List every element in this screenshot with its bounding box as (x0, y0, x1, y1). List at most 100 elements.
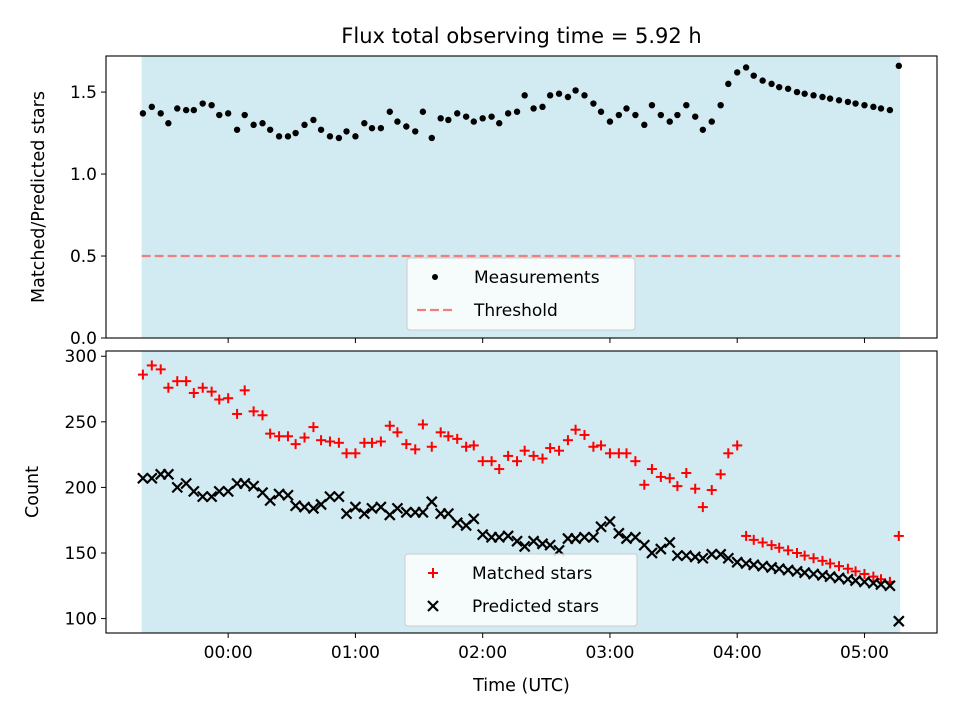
measurement-point (623, 105, 630, 112)
matched-star-point (257, 410, 268, 421)
measurement-point (674, 111, 681, 119)
chart-title: Flux total observing time = 5.92 h (341, 24, 701, 48)
measurement-point (641, 121, 648, 129)
matched-star-point (562, 435, 573, 446)
top-legend-label: Measurements (474, 268, 600, 288)
matched-star-point (443, 431, 454, 442)
matched-star-point (316, 435, 327, 446)
measurement-point (266, 126, 274, 133)
measurement-point (377, 124, 385, 132)
matched-star-point (248, 406, 259, 417)
bottom-xlabel: Time (UTC) (472, 676, 570, 696)
matched-star-point (197, 382, 208, 393)
predicted-star-point (333, 490, 345, 503)
xtick-label: 05:00 (840, 643, 889, 663)
matched-star-point (783, 545, 794, 556)
predicted-star-point (264, 494, 276, 507)
top-legend: Measurements Threshold (406, 257, 636, 331)
predicted-star-point (324, 490, 336, 503)
matched-star-point (239, 385, 250, 396)
matched-star-point (774, 542, 785, 553)
xtick-label: 00:00 (204, 643, 253, 663)
measurement-point (199, 100, 206, 107)
predicted-star-point (307, 502, 320, 515)
measurement-point (801, 90, 808, 97)
predicted-star-point (468, 513, 480, 525)
predicted-star-point (511, 535, 523, 547)
predicted-star-point (137, 472, 149, 485)
measurement-point (352, 133, 359, 140)
measurement-point (419, 108, 427, 115)
predicted-star-point (714, 548, 727, 561)
legend-predicted-marker (427, 600, 439, 612)
measurement-point (895, 62, 903, 70)
measurement-point (775, 83, 783, 91)
predicted-star-point (671, 549, 684, 562)
legend-measurement-marker (432, 274, 438, 280)
measurement-point (615, 111, 623, 119)
predicted-star-point (238, 477, 251, 490)
matched-star-point (646, 464, 657, 475)
predicted-star-point (289, 499, 302, 512)
matched-star-point (486, 456, 497, 467)
predicted-star-point (298, 501, 311, 513)
measurement-point (632, 111, 639, 119)
predicted-star-point (604, 515, 616, 528)
measurement-point (810, 92, 817, 99)
predicted-star-point (613, 527, 625, 540)
predicted-star-point (213, 485, 226, 498)
bottom-ylabel: Count (23, 466, 43, 518)
measurement-point (310, 116, 317, 124)
matched-star-point (155, 364, 166, 375)
predicted-star-point (858, 576, 871, 588)
predicted-star-point (358, 507, 371, 520)
predicted-star-point (595, 520, 607, 533)
matched-star-point (834, 561, 845, 572)
matched-star-point (570, 424, 581, 435)
measurement-point (521, 92, 528, 99)
measurement-point (233, 126, 241, 133)
matched-star-point (690, 483, 701, 494)
measurement-point (590, 100, 597, 107)
matched-star-point (604, 448, 615, 459)
predicted-star-point (849, 574, 862, 587)
predicted-star-point (188, 485, 200, 498)
measurement-point (488, 113, 495, 120)
measurement-point (683, 101, 690, 109)
xtick-label: 02:00 (458, 643, 507, 663)
matched-star-point (799, 550, 810, 561)
matched-star-point (537, 453, 548, 464)
measurement-point (768, 80, 775, 88)
measurement-point (861, 101, 868, 109)
bottom-legend-box (404, 553, 638, 627)
measurement-point (301, 121, 308, 129)
matched-star-point (503, 450, 514, 461)
predicted-star-point (731, 556, 743, 568)
predicted-star-point (893, 615, 905, 627)
top-panel: 0.0 0.5 1.0 1.5 Measurements Threshold (70, 55, 938, 349)
predicted-star-point (340, 507, 353, 520)
predicted-star-point (349, 501, 362, 513)
matched-star-point (817, 555, 828, 566)
matched-star-point (417, 419, 428, 430)
matched-star-point (697, 502, 708, 513)
matched-star-point (401, 439, 412, 450)
matched-star-point (366, 437, 377, 448)
matched-star-point (748, 534, 759, 545)
measurement-point (504, 110, 512, 117)
measurement-point (394, 118, 401, 125)
matched-star-point (630, 456, 641, 467)
matched-star-point (214, 394, 225, 405)
measurement-point (692, 113, 699, 120)
matched-star-point (893, 530, 904, 541)
top-legend-box (406, 257, 636, 331)
predicted-star-point (400, 506, 413, 519)
matched-star-point (723, 448, 734, 459)
bottom-ytick-label: 300 (65, 347, 97, 367)
measurement-point (454, 110, 461, 117)
measurement-point (403, 123, 410, 130)
matched-star-point (290, 439, 301, 450)
measurement-point (793, 88, 801, 96)
matched-star-point (842, 563, 853, 574)
predicted-star-point (502, 530, 514, 542)
